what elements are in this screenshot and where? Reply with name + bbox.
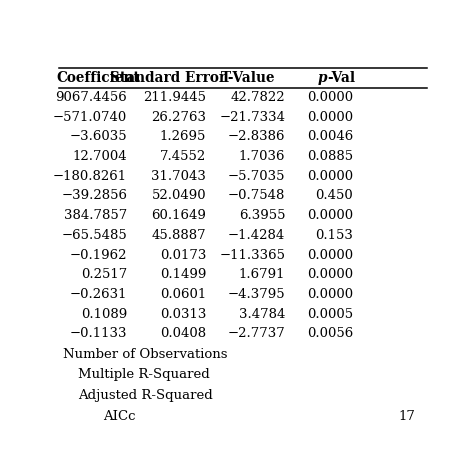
- Text: 0.450: 0.450: [315, 190, 353, 202]
- Text: 0.0885: 0.0885: [307, 150, 353, 163]
- Text: 12.7004: 12.7004: [73, 150, 127, 163]
- Text: 0.0408: 0.0408: [160, 328, 206, 340]
- Text: p: p: [318, 71, 328, 85]
- Text: −0.1133: −0.1133: [70, 328, 127, 340]
- Text: −65.5485: −65.5485: [62, 229, 127, 242]
- Text: -Val: -Val: [328, 71, 356, 85]
- Text: 6.3955: 6.3955: [239, 209, 285, 222]
- Text: 0.0000: 0.0000: [307, 91, 353, 104]
- Text: 384.7857: 384.7857: [64, 209, 127, 222]
- Text: −2.7737: −2.7737: [228, 328, 285, 340]
- Text: 52.0490: 52.0490: [152, 190, 206, 202]
- Text: −571.0740: −571.0740: [53, 110, 127, 124]
- Text: 9067.4456: 9067.4456: [55, 91, 127, 104]
- Text: Coefficient: Coefficient: [56, 71, 140, 85]
- Text: Standard Error: Standard Error: [109, 71, 226, 85]
- Text: 0.0313: 0.0313: [160, 308, 206, 321]
- Text: Number of Observations: Number of Observations: [63, 347, 228, 361]
- Text: 0.0000: 0.0000: [307, 268, 353, 281]
- Text: −21.7334: −21.7334: [219, 110, 285, 124]
- Text: AICc: AICc: [103, 410, 136, 423]
- Text: 0.1499: 0.1499: [160, 268, 206, 281]
- Text: 0.0000: 0.0000: [307, 110, 353, 124]
- Text: 0.0000: 0.0000: [307, 209, 353, 222]
- Text: 45.8887: 45.8887: [152, 229, 206, 242]
- Text: −5.7035: −5.7035: [228, 170, 285, 183]
- Text: −39.2856: −39.2856: [61, 190, 127, 202]
- Text: 7.4552: 7.4552: [160, 150, 206, 163]
- Text: Multiple R-Squared: Multiple R-Squared: [78, 368, 210, 382]
- Text: 0.153: 0.153: [315, 229, 353, 242]
- Text: 17: 17: [399, 410, 416, 423]
- Text: 1.2695: 1.2695: [160, 130, 206, 143]
- Text: 0.0046: 0.0046: [307, 130, 353, 143]
- Text: T-Value: T-Value: [221, 71, 276, 85]
- Text: 0.0601: 0.0601: [160, 288, 206, 301]
- Text: −0.1962: −0.1962: [70, 248, 127, 262]
- Text: −180.8261: −180.8261: [53, 170, 127, 183]
- Text: 60.1649: 60.1649: [151, 209, 206, 222]
- Text: 0.1089: 0.1089: [81, 308, 127, 321]
- Text: 0.0056: 0.0056: [307, 328, 353, 340]
- Text: 42.7822: 42.7822: [230, 91, 285, 104]
- Text: −3.6035: −3.6035: [70, 130, 127, 143]
- Text: 1.7036: 1.7036: [239, 150, 285, 163]
- Text: 0.0000: 0.0000: [307, 288, 353, 301]
- Text: 26.2763: 26.2763: [151, 110, 206, 124]
- Text: 0.0005: 0.0005: [307, 308, 353, 321]
- Text: −0.7548: −0.7548: [228, 190, 285, 202]
- Text: −11.3365: −11.3365: [219, 248, 285, 262]
- Text: −4.3795: −4.3795: [228, 288, 285, 301]
- Text: 31.7043: 31.7043: [151, 170, 206, 183]
- Text: 0.0000: 0.0000: [307, 248, 353, 262]
- Text: 211.9445: 211.9445: [143, 91, 206, 104]
- Text: 0.0000: 0.0000: [307, 170, 353, 183]
- Text: 1.6791: 1.6791: [239, 268, 285, 281]
- Text: −1.4284: −1.4284: [228, 229, 285, 242]
- Text: 3.4784: 3.4784: [239, 308, 285, 321]
- Text: −0.2631: −0.2631: [70, 288, 127, 301]
- Text: 0.0173: 0.0173: [160, 248, 206, 262]
- Text: Adjusted R-Squared: Adjusted R-Squared: [78, 389, 212, 402]
- Text: −2.8386: −2.8386: [228, 130, 285, 143]
- Text: 0.2517: 0.2517: [81, 268, 127, 281]
